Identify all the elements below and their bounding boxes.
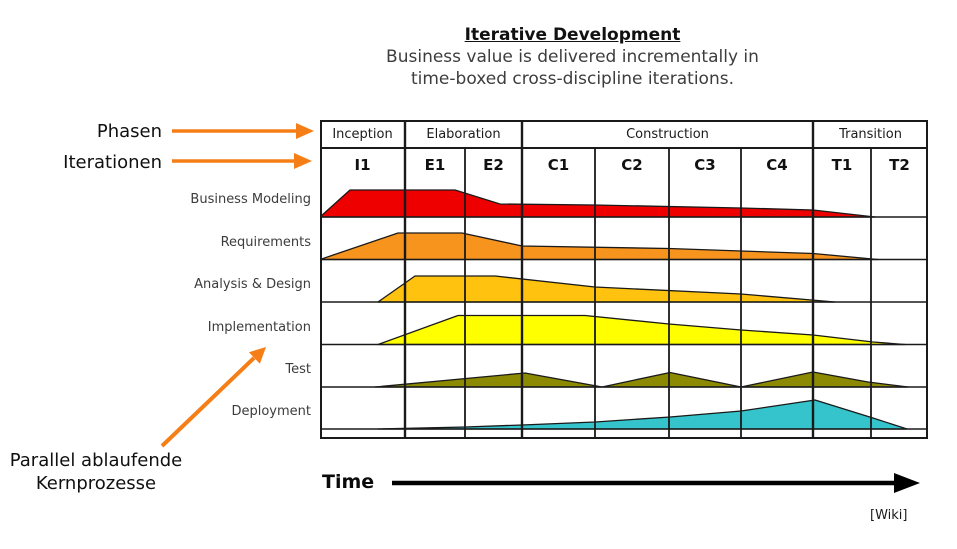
- iteration-chart: [320, 120, 928, 439]
- parallel-processes-annotation-label: Parallel ablaufende Kernprozesse: [0, 449, 192, 495]
- discipline-label-deployment: Deployment: [231, 404, 311, 419]
- phase-label-inception: Inception: [332, 127, 393, 142]
- parallel-annotation-line-1: Parallel ablaufende: [9, 450, 183, 471]
- iteration-label-t2: T2: [889, 156, 910, 174]
- phase-label-elaboration: Elaboration: [426, 127, 501, 142]
- iteration-label-e2: E2: [483, 156, 504, 174]
- phases-annotation-label: Phasen: [96, 121, 162, 142]
- parallel-annotation-line-2: Kernprozesse: [35, 473, 157, 494]
- discipline-label-requirements: Requirements: [220, 234, 311, 250]
- attribution-label: [Wiki]: [870, 508, 908, 523]
- discipline-label-test: Test: [285, 362, 311, 377]
- hump-business-modeling: [320, 189, 876, 218]
- time-axis-label: Time: [322, 471, 375, 493]
- iteration-label-c4: C4: [766, 156, 788, 174]
- phase-label-transition: Transition: [839, 127, 902, 142]
- discipline-label-implementation: Implementation: [207, 319, 311, 335]
- hump-analysis-design: [377, 275, 836, 303]
- iterations-annotation-label: Iterationen: [63, 152, 162, 173]
- title-block: Iterative Development Business value is …: [285, 24, 860, 90]
- iteration-label-c1: C1: [547, 156, 570, 174]
- iteration-label-i1: I1: [354, 156, 371, 174]
- iterations-arrow-icon: [172, 153, 312, 169]
- hump-deployment: [377, 399, 908, 430]
- subtitle-line-2: time-boxed cross-discipline iterations.: [410, 69, 734, 89]
- iteration-label-t1: T1: [831, 156, 853, 174]
- iteration-label-c3: C3: [694, 156, 716, 174]
- phases-arrow-icon: [172, 123, 314, 139]
- iteration-label-e1: E1: [424, 156, 446, 174]
- parallel-processes-arrow-icon: [160, 347, 266, 448]
- page-title: Iterative Development: [464, 25, 681, 45]
- iteration-label-c2: C2: [621, 156, 643, 174]
- chart-border: [320, 120, 928, 439]
- hump-test: [374, 371, 909, 388]
- phase-label-construction: Construction: [626, 127, 709, 142]
- subtitle-line-1: Business value is delivered incrementall…: [386, 47, 759, 67]
- discipline-label-analysis-design: Analysis & Design: [194, 277, 311, 292]
- discipline-label-business-modeling: Business Modeling: [190, 192, 311, 207]
- hump-requirements: [320, 232, 879, 261]
- time-arrow-icon: [392, 473, 920, 493]
- hump-implementation: [377, 314, 906, 346]
